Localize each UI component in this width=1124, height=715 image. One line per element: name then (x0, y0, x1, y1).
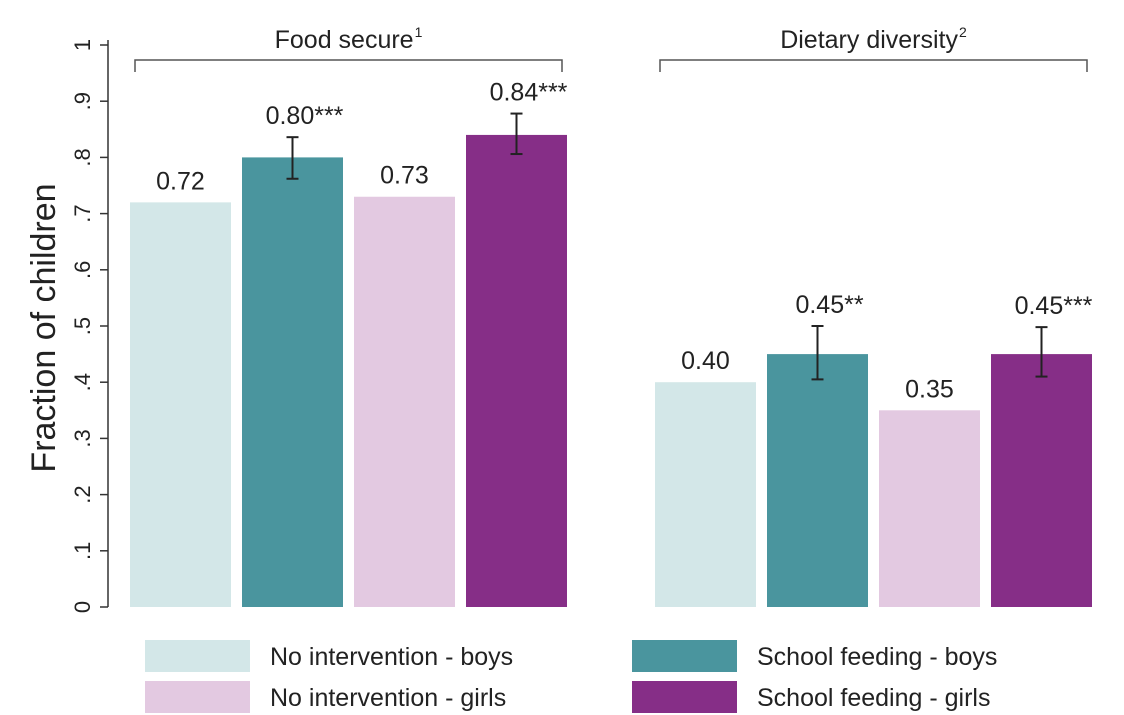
legend-swatch (632, 640, 737, 672)
group-title: Dietary diversity2 (780, 24, 967, 54)
y-tick-label: 0 (70, 601, 95, 613)
bar (466, 134, 567, 608)
bars: 0.72 0.80*** 0.73 0.84*** 0.40 0.45** 0.35 0.45… (130, 79, 1093, 608)
value-label: 0.45** (795, 291, 863, 319)
group-brackets: Food secure1 Dietary diversity2 (134, 24, 1088, 72)
bar (879, 410, 980, 607)
value-label: 0.84*** (490, 79, 568, 107)
legend: No intervention - boys School feeding - b… (145, 640, 997, 713)
y-tick-label: 1 (70, 39, 95, 51)
bar (767, 354, 868, 607)
value-label: 0.40 (681, 347, 730, 375)
group-bracket (659, 59, 1088, 72)
y-axis-label: Fraction of children (25, 183, 63, 472)
y-tick-label: .7 (70, 204, 95, 222)
group-title-superscript: 2 (959, 24, 967, 40)
group-bracket (134, 59, 563, 72)
group-title-superscript: 1 (415, 24, 423, 40)
value-label: 0.80*** (266, 102, 344, 130)
legend-label: No intervention - boys (270, 643, 513, 671)
value-label: 0.73 (380, 162, 429, 190)
y-tick-label: .1 (70, 542, 95, 560)
y-tick-label: .3 (70, 429, 95, 447)
y-tick-label: .6 (70, 261, 95, 279)
bar (130, 202, 231, 608)
y-tick-label: .5 (70, 317, 95, 335)
y-tick-label: .8 (70, 148, 95, 166)
value-label: 0.72 (156, 167, 205, 195)
bar (655, 382, 756, 607)
y-axis: 0 .1 .2 .3 .4 .5 .6 .7 .8 .9 1 (70, 39, 109, 613)
legend-label: School feeding - girls (757, 684, 990, 712)
bar (354, 196, 455, 608)
value-label: 0.35 (905, 375, 954, 403)
legend-label: No intervention - girls (270, 684, 506, 712)
y-tick-label: .9 (70, 92, 95, 110)
legend-swatch (145, 640, 250, 672)
bar (991, 354, 1092, 607)
legend-swatch (145, 681, 250, 713)
group-title-text: Dietary diversity (780, 26, 958, 54)
group-title: Food secure1 (275, 24, 423, 54)
legend-swatch (632, 681, 737, 713)
group-title-text: Food secure (275, 26, 414, 54)
value-label: 0.45*** (1015, 292, 1093, 320)
y-tick-label: .2 (70, 485, 95, 503)
legend-label: School feeding - boys (757, 643, 997, 671)
bar (242, 157, 343, 607)
y-tick-label: .4 (70, 373, 95, 391)
